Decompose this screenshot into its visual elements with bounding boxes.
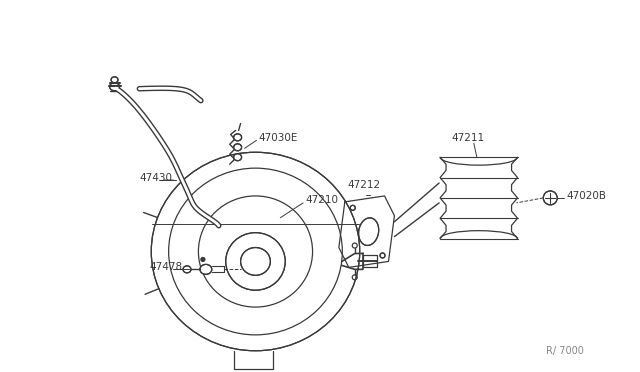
Text: 47478: 47478 <box>149 262 182 272</box>
Ellipse shape <box>234 144 241 151</box>
Ellipse shape <box>109 83 120 91</box>
Ellipse shape <box>543 191 557 205</box>
Text: 47020B: 47020B <box>566 191 606 201</box>
Text: 47211: 47211 <box>451 133 484 143</box>
Text: 47212: 47212 <box>348 180 381 190</box>
Text: 47210: 47210 <box>305 195 338 205</box>
Ellipse shape <box>151 152 360 351</box>
Ellipse shape <box>350 205 355 210</box>
Text: 47030E: 47030E <box>259 133 298 143</box>
Ellipse shape <box>201 257 205 262</box>
Ellipse shape <box>234 154 241 161</box>
Ellipse shape <box>111 77 118 83</box>
Ellipse shape <box>358 218 379 246</box>
Ellipse shape <box>226 232 285 290</box>
Ellipse shape <box>380 253 385 258</box>
Ellipse shape <box>200 264 212 274</box>
Ellipse shape <box>183 266 191 273</box>
Ellipse shape <box>234 134 241 141</box>
Ellipse shape <box>241 247 270 275</box>
Text: R/ 7000: R/ 7000 <box>547 346 584 356</box>
Text: 47430: 47430 <box>140 173 172 183</box>
